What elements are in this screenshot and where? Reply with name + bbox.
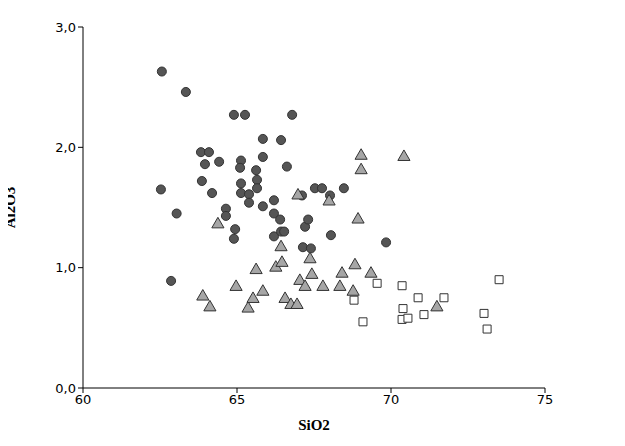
svg-text:60: 60 [75,392,92,407]
svg-text:70: 70 [383,392,400,407]
svg-text:3,0: 3,0 [55,20,76,35]
svg-text:65: 65 [229,392,246,407]
svg-text:SiO2: SiO2 [298,417,330,433]
svg-text:2,0: 2,0 [55,140,76,155]
svg-text:75: 75 [537,392,554,407]
svg-text:Al2O3: Al2O3 [8,187,18,229]
svg-text:0,0: 0,0 [55,381,76,396]
svg-text:1,0: 1,0 [55,260,76,275]
